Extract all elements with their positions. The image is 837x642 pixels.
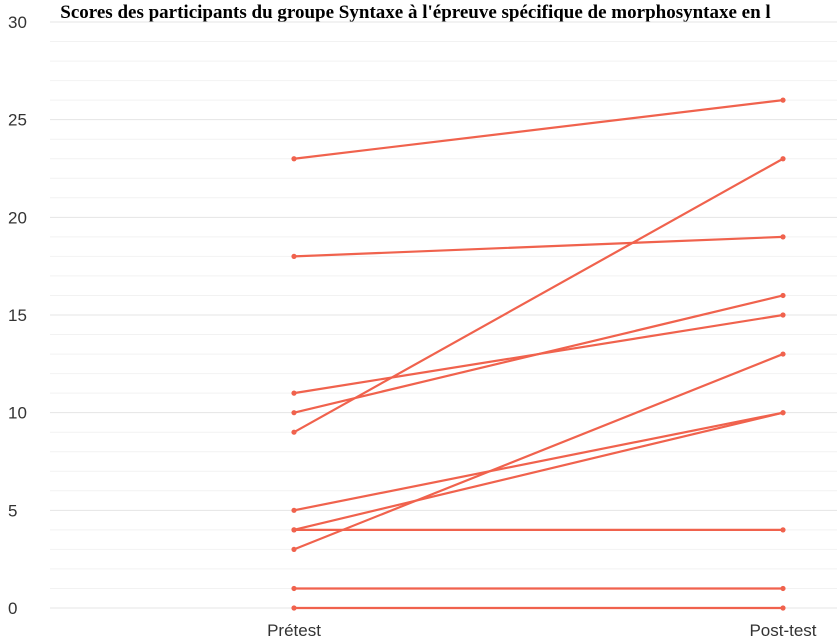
x-tick-label: Prétest [267, 621, 321, 640]
data-point-3-2 [780, 312, 786, 318]
series-line-9 [292, 352, 785, 551]
chart-title: Scores des participants du groupe Syntax… [60, 2, 771, 23]
y-tick-label: 25 [8, 111, 27, 130]
data-point-4-2 [780, 292, 786, 299]
data-point-9-2 [780, 351, 786, 357]
y-tick-label: 30 [8, 13, 27, 32]
data-point-9-1 [291, 546, 297, 553]
series-lines [291, 97, 786, 611]
data-point-5-1 [291, 429, 297, 435]
y-axis-ticks: 0 5 10 15 20 25 30 [8, 13, 27, 618]
series-line-2 [292, 235, 785, 258]
series-line-1 [292, 99, 785, 160]
x-tick-label: Post-test [749, 621, 816, 640]
series-line-6 [292, 411, 785, 512]
grid-lines [50, 21, 837, 609]
y-tick-label: 20 [8, 208, 27, 227]
data-point-8-2 [780, 527, 786, 533]
data-point-8-1 [291, 527, 297, 533]
data-point-10-1 [291, 585, 297, 592]
data-point-5-2 [780, 156, 786, 162]
series-line-7 [292, 411, 785, 531]
data-point-2-1 [291, 253, 297, 259]
y-tick-label: 10 [8, 404, 27, 423]
series-line-4 [292, 294, 785, 414]
y-tick-label: 0 [8, 599, 17, 618]
data-point-7-2 [780, 410, 786, 416]
data-point-10-2 [780, 585, 786, 592]
data-point-2-2 [780, 234, 786, 240]
y-tick-label: 15 [8, 306, 27, 325]
data-point-6-1 [291, 507, 297, 513]
data-point-1-1 [291, 156, 297, 162]
data-point-1-2 [780, 97, 786, 103]
y-tick-label: 5 [8, 501, 17, 520]
data-point-3-1 [291, 390, 297, 396]
series-line-5 [292, 157, 785, 434]
data-point-11-1 [291, 605, 297, 611]
x-axis-ticks: Prétest Post-test [267, 621, 817, 640]
data-point-11-2 [780, 605, 786, 611]
data-point-4-1 [291, 410, 297, 416]
